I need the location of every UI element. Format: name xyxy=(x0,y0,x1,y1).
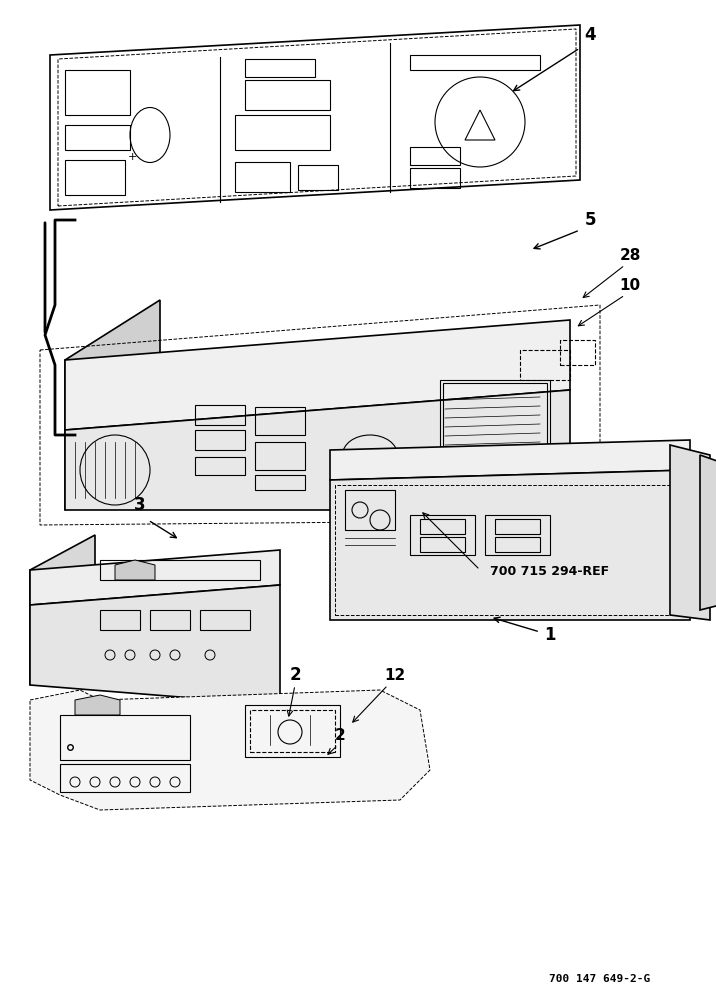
Bar xyxy=(65,160,125,195)
Polygon shape xyxy=(330,440,690,480)
Bar xyxy=(410,168,460,188)
Polygon shape xyxy=(65,390,570,510)
Text: 4: 4 xyxy=(584,26,596,44)
Bar xyxy=(245,59,315,77)
Bar xyxy=(560,340,595,365)
Polygon shape xyxy=(670,445,710,620)
Bar xyxy=(250,710,335,752)
Bar xyxy=(60,764,190,792)
Bar xyxy=(65,125,130,150)
Text: 1: 1 xyxy=(544,626,556,644)
Bar xyxy=(195,405,245,425)
Text: 700 147 649-2-G: 700 147 649-2-G xyxy=(549,974,651,984)
Bar xyxy=(410,55,540,70)
Bar xyxy=(520,350,570,380)
Polygon shape xyxy=(65,320,570,430)
Polygon shape xyxy=(30,550,280,605)
Bar xyxy=(345,490,395,530)
Bar xyxy=(65,70,130,115)
Polygon shape xyxy=(700,455,716,610)
Bar xyxy=(245,80,330,110)
Bar xyxy=(495,537,540,552)
Polygon shape xyxy=(330,470,690,620)
Text: 28: 28 xyxy=(619,248,641,263)
Polygon shape xyxy=(75,695,120,715)
Text: 5: 5 xyxy=(584,211,596,229)
Bar xyxy=(200,610,250,630)
Bar xyxy=(235,162,290,192)
Bar xyxy=(245,705,340,757)
Text: 12: 12 xyxy=(384,668,406,683)
Polygon shape xyxy=(115,560,155,580)
Bar xyxy=(195,457,245,475)
Bar xyxy=(195,430,245,450)
Text: +: + xyxy=(127,152,137,162)
Bar xyxy=(255,475,305,490)
Bar xyxy=(100,560,260,580)
Polygon shape xyxy=(30,690,430,810)
Bar xyxy=(440,380,550,455)
Bar xyxy=(485,515,550,555)
Bar xyxy=(235,115,330,150)
Bar xyxy=(255,442,305,470)
Text: 2: 2 xyxy=(289,666,301,684)
Text: 2: 2 xyxy=(334,728,345,743)
Text: 10: 10 xyxy=(619,278,641,293)
Bar xyxy=(410,515,475,555)
Polygon shape xyxy=(30,535,95,685)
Bar xyxy=(100,610,140,630)
Bar xyxy=(420,537,465,552)
Polygon shape xyxy=(30,585,280,705)
Bar xyxy=(410,147,460,165)
Bar xyxy=(298,165,338,190)
Bar xyxy=(495,519,540,534)
Text: 3: 3 xyxy=(134,496,146,514)
Text: 700 715 294-REF: 700 715 294-REF xyxy=(490,565,609,578)
Polygon shape xyxy=(65,300,160,510)
Bar xyxy=(255,407,305,435)
Bar xyxy=(150,610,190,630)
Bar xyxy=(420,519,465,534)
Bar xyxy=(443,383,547,452)
Bar xyxy=(60,715,190,760)
Bar xyxy=(335,485,685,615)
